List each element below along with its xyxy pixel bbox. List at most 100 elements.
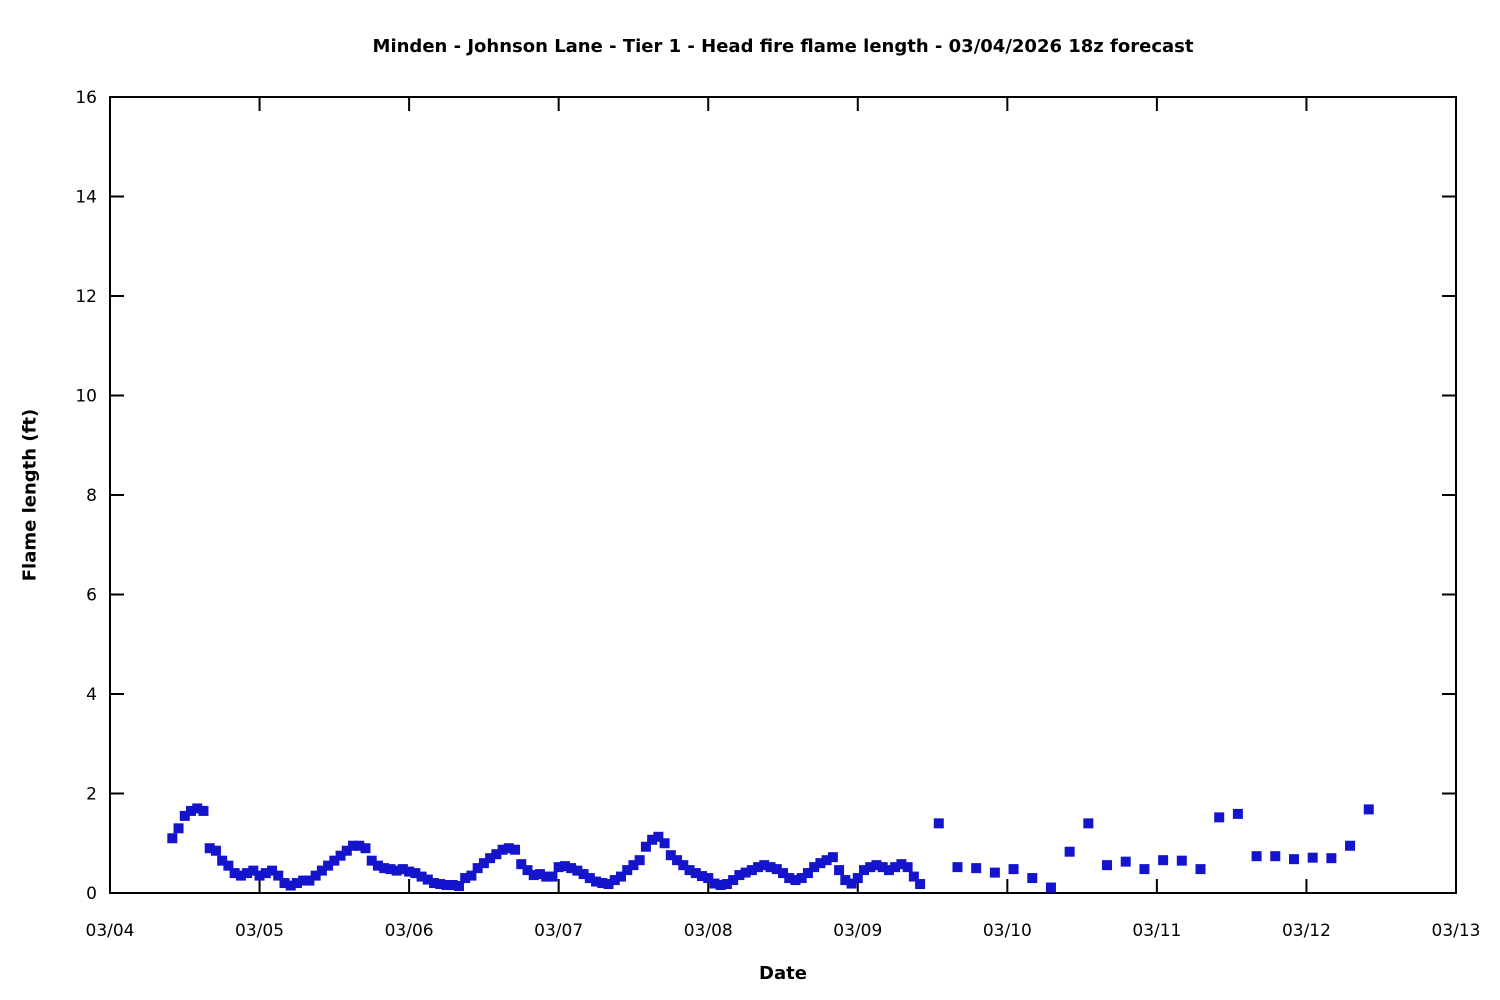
data-point (1345, 840, 1356, 851)
data-point (341, 845, 352, 856)
data-point (348, 840, 359, 851)
data-point (323, 860, 334, 871)
data-point (291, 878, 302, 889)
data-point (210, 845, 221, 856)
data-point (759, 860, 770, 871)
data-point (809, 862, 820, 873)
data-point (248, 865, 259, 876)
x-tick-label: 03/10 (983, 921, 1032, 941)
data-point (709, 878, 720, 889)
x-tick-label: 03/05 (235, 921, 284, 941)
plot-border (109, 96, 1457, 894)
data-point (273, 870, 284, 881)
y-tick-label: 14 (75, 188, 97, 208)
data-point (173, 823, 184, 834)
data-point (703, 873, 714, 884)
data-point (198, 805, 209, 816)
y-tick-label: 10 (75, 387, 97, 407)
data-point (615, 871, 626, 882)
data-point (740, 867, 751, 878)
data-point (659, 838, 670, 849)
data-point (485, 853, 496, 864)
data-point (466, 870, 477, 881)
data-point (877, 862, 888, 873)
data-point (534, 869, 545, 880)
data-point (397, 864, 408, 875)
data-point (578, 869, 589, 880)
data-point (971, 863, 982, 874)
data-point (827, 852, 838, 863)
data-point (167, 833, 178, 844)
data-point (310, 870, 321, 881)
data-point (1008, 864, 1019, 875)
data-point (260, 868, 271, 879)
data-point (1083, 818, 1094, 829)
data-point (672, 855, 683, 866)
data-point (640, 841, 651, 852)
data-point (653, 831, 664, 842)
data-point (1288, 854, 1299, 865)
data-point (435, 879, 446, 890)
data-point (678, 860, 689, 871)
data-point (391, 865, 402, 876)
data-point (902, 862, 913, 873)
data-point (217, 855, 228, 866)
data-point (516, 859, 527, 870)
x-tick-label: 03/06 (385, 921, 434, 941)
data-point (447, 880, 458, 891)
data-point (559, 861, 570, 872)
data-point (354, 840, 365, 851)
data-point (267, 865, 278, 876)
x-tick-label: 03/11 (1132, 921, 1181, 941)
data-point (1270, 851, 1281, 862)
y-tick-label: 4 (86, 685, 97, 705)
data-point (254, 870, 265, 881)
data-point (690, 868, 701, 879)
data-point (665, 850, 676, 861)
data-point (1326, 853, 1337, 864)
data-point (952, 862, 963, 873)
data-point (622, 865, 633, 876)
data-point (1176, 855, 1187, 866)
data-point (1045, 882, 1056, 893)
data-point (441, 880, 452, 891)
data-point (229, 868, 240, 879)
data-point (304, 875, 315, 886)
data-point (566, 863, 577, 874)
data-point (316, 865, 327, 876)
data-point (771, 864, 782, 875)
x-tick-label: 03/09 (833, 921, 882, 941)
data-point (1232, 808, 1243, 819)
data-point (796, 873, 807, 884)
data-point (235, 870, 246, 881)
data-point (834, 865, 845, 876)
data-point (279, 878, 290, 889)
data-point (453, 881, 464, 892)
x-tick-label: 03/07 (534, 921, 583, 941)
data-point (472, 863, 483, 874)
data-point (584, 873, 595, 884)
data-point (510, 844, 521, 855)
x-axis-label: Date (759, 963, 807, 984)
data-point (572, 865, 583, 876)
y-tick-label: 12 (75, 287, 97, 307)
data-point (628, 860, 639, 871)
x-tick-label: 03/13 (1432, 921, 1481, 941)
x-tick-label: 03/04 (86, 921, 135, 941)
data-point (478, 858, 489, 869)
data-point (609, 875, 620, 886)
chart-title: Minden - Johnson Lane - Tier 1 - Head fi… (372, 36, 1194, 57)
data-point (429, 878, 440, 889)
data-point (1158, 855, 1169, 866)
data-point (597, 878, 608, 889)
data-point (541, 871, 552, 882)
data-point (896, 859, 907, 870)
data-point (790, 875, 801, 886)
data-point (491, 849, 502, 860)
data-point (1363, 804, 1374, 815)
data-point (416, 871, 427, 882)
data-point (422, 874, 433, 885)
data-point (186, 805, 197, 816)
data-point (285, 880, 296, 891)
